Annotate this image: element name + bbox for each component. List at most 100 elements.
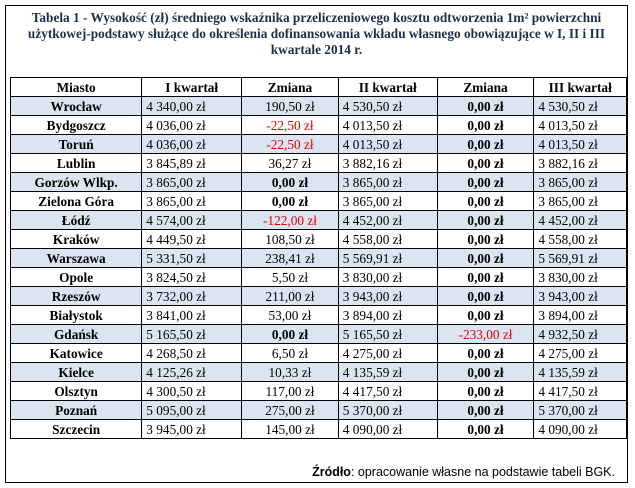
change1-cell: -22,50 zł bbox=[241, 115, 339, 135]
change2-cell: 0,00 zł bbox=[436, 115, 535, 135]
change1-cell: 275,00 zł bbox=[241, 400, 339, 420]
table-body: Wrocław 4 340,00 zł 190,50 zł 4 530,50 zł 0,… bbox=[9, 96, 627, 439]
change2-cell: 0,00 zł bbox=[436, 134, 535, 154]
q1-cell: 4 574,00 zł bbox=[141, 210, 243, 230]
change2-cell: 0,00 zł bbox=[436, 400, 535, 420]
q1-cell: 4 300,50 zł bbox=[141, 381, 243, 401]
table-row: Wrocław 4 340,00 zł 190,50 zł 4 530,50 zł 0,… bbox=[9, 96, 627, 116]
change2-cell: 0,00 zł bbox=[436, 96, 535, 116]
city-cell: Łódź bbox=[9, 210, 143, 230]
change2-cell: 0,00 zł bbox=[436, 419, 535, 439]
change2-cell: 0,00 zł bbox=[436, 286, 535, 306]
city-cell: Zielona Góra bbox=[9, 191, 143, 211]
change1-cell: 0,00 zł bbox=[241, 172, 339, 192]
q1-cell: 5 331,50 zł bbox=[141, 248, 243, 268]
q3-cell: 3 830,00 zł bbox=[533, 267, 627, 287]
table-row: Łódź 4 574,00 zł -122,00 zł 4 452,00 zł 0,00… bbox=[9, 210, 627, 230]
q3-cell: 5 370,00 zł bbox=[533, 400, 627, 420]
q3-cell: 4 275,00 zł bbox=[533, 343, 627, 363]
city-cell: Bydgoszcz bbox=[9, 115, 143, 135]
city-cell: Katowice bbox=[9, 343, 143, 363]
change1-cell: 0,00 zł bbox=[241, 191, 339, 211]
change2-cell: 0,00 zł bbox=[436, 305, 535, 325]
q1-cell: 4 036,00 zł bbox=[141, 134, 243, 154]
q2-cell: 5 370,00 zł bbox=[337, 400, 438, 420]
q1-cell: 3 945,00 zł bbox=[141, 419, 243, 439]
table-row: Katowice 4 268,50 zł 6,50 zł 4 275,00 zł 0,0… bbox=[9, 343, 627, 363]
city-cell: Wrocław bbox=[9, 96, 143, 116]
q2-cell: 3 830,00 zł bbox=[337, 267, 438, 287]
change2-cell: 0,00 zł bbox=[436, 343, 535, 363]
q1-cell: 3 865,00 zł bbox=[141, 172, 243, 192]
change1-cell: 6,50 zł bbox=[241, 343, 339, 363]
table-row: Lublin 3 845,89 zł 36,27 zł 3 882,16 zł 0,00… bbox=[9, 153, 627, 173]
city-cell: Poznań bbox=[9, 400, 143, 420]
table-row: Zielona Góra 3 865,00 zł 0,00 zł 3 865,00 z… bbox=[9, 191, 627, 211]
city-cell: Rzeszów bbox=[9, 286, 143, 306]
q2-cell: 4 135,59 zł bbox=[337, 362, 438, 382]
table-row: Rzeszów 3 732,00 zł 211,00 zł 3 943,00 zł 0,… bbox=[9, 286, 627, 306]
q3-cell: 3 882,16 zł bbox=[533, 153, 627, 173]
city-cell: Lublin bbox=[9, 153, 143, 173]
change2-cell: 0,00 zł bbox=[436, 267, 535, 287]
q3-cell: 4 090,00 zł bbox=[533, 419, 627, 439]
q2-cell: 3 882,16 zł bbox=[337, 153, 438, 173]
change2-cell: 0,00 zł bbox=[436, 381, 535, 401]
change1-cell: 117,00 zł bbox=[241, 381, 339, 401]
header-city: Miasto bbox=[9, 77, 143, 97]
q1-cell: 4 449,50 zł bbox=[141, 229, 243, 249]
table-row: Szczecin 3 945,00 zł 145,00 zł 4 090,00 zł 0… bbox=[9, 419, 627, 439]
q2-cell: 3 894,00 zł bbox=[337, 305, 438, 325]
change1-cell: 36,27 zł bbox=[241, 153, 339, 173]
q2-cell: 4 558,00 zł bbox=[337, 229, 438, 249]
header-change1: Zmiana bbox=[241, 77, 339, 97]
q3-cell: 3 894,00 zł bbox=[533, 305, 627, 325]
city-cell: Olsztyn bbox=[9, 381, 143, 401]
city-cell: Szczecin bbox=[9, 419, 143, 439]
table-row: Gdańsk 5 165,50 zł 0,00 zł 5 165,50 zł -233,… bbox=[9, 324, 627, 344]
change2-cell: 0,00 zł bbox=[436, 153, 535, 173]
q1-cell: 3 845,89 zł bbox=[141, 153, 243, 173]
q2-cell: 4 530,50 zł bbox=[337, 96, 438, 116]
q3-cell: 4 013,50 zł bbox=[533, 115, 627, 135]
q3-cell: 3 865,00 zł bbox=[533, 172, 627, 192]
table-row: Warszawa 5 331,50 zł 238,41 zł 5 569,91 zł 0… bbox=[9, 248, 627, 268]
q2-cell: 4 013,50 zł bbox=[337, 134, 438, 154]
header-q2: II kwartał bbox=[337, 77, 438, 97]
change1-cell: 10,33 zł bbox=[241, 362, 339, 382]
change2-cell: 0,00 zł bbox=[436, 191, 535, 211]
table-row: Gorzów Wlkp. 3 865,00 zł 0,00 zł 3 865,00 z… bbox=[9, 172, 627, 192]
table-row: Toruń 4 036,00 zł -22,50 zł 4 013,50 zł 0,00… bbox=[9, 134, 627, 154]
q2-cell: 5 569,91 zł bbox=[337, 248, 438, 268]
q3-cell: 4 558,00 zł bbox=[533, 229, 627, 249]
q1-cell: 4 036,00 zł bbox=[141, 115, 243, 135]
q2-cell: 4 090,00 zł bbox=[337, 419, 438, 439]
q2-cell: 4 417,50 zł bbox=[337, 381, 438, 401]
q3-cell: 4 932,50 zł bbox=[533, 324, 627, 344]
change1-cell: 211,00 zł bbox=[241, 286, 339, 306]
q1-cell: 3 732,00 zł bbox=[141, 286, 243, 306]
table-row: Białystok 3 841,00 zł 53,00 zł 3 894,00 zł 0… bbox=[9, 305, 627, 325]
source-text: : opracowanie własne na podstawie tabeli… bbox=[350, 465, 615, 479]
table-title: Tabela 1 - Wysokość (zł) średniego wskaź… bbox=[27, 10, 606, 57]
q2-cell: 3 865,00 zł bbox=[337, 172, 438, 192]
city-cell: Gorzów Wlkp. bbox=[9, 172, 143, 192]
change1-cell: 0,00 zł bbox=[241, 324, 339, 344]
q3-cell: 4 417,50 zł bbox=[533, 381, 627, 401]
table-frame: Tabela 1 - Wysokość (zł) średniego wskaź… bbox=[5, 5, 628, 483]
change1-cell: -22,50 zł bbox=[241, 134, 339, 154]
city-cell: Gdańsk bbox=[9, 324, 143, 344]
city-cell: Opole bbox=[9, 267, 143, 287]
city-cell: Warszawa bbox=[9, 248, 143, 268]
table-row: Kraków 4 449,50 zł 108,50 zł 4 558,00 zł 0,0… bbox=[9, 229, 627, 249]
q3-cell: 3 943,00 zł bbox=[533, 286, 627, 306]
change2-cell: 0,00 zł bbox=[436, 362, 535, 382]
change2-cell: -233,00 zł bbox=[436, 324, 535, 344]
change1-cell: 145,00 zł bbox=[241, 419, 339, 439]
change1-cell: 53,00 zł bbox=[241, 305, 339, 325]
change2-cell: 0,00 zł bbox=[436, 210, 535, 230]
q1-cell: 3 824,50 zł bbox=[141, 267, 243, 287]
city-cell: Toruń bbox=[9, 134, 143, 154]
header-change2: Zmiana bbox=[436, 77, 535, 97]
q2-cell: 4 275,00 zł bbox=[337, 343, 438, 363]
